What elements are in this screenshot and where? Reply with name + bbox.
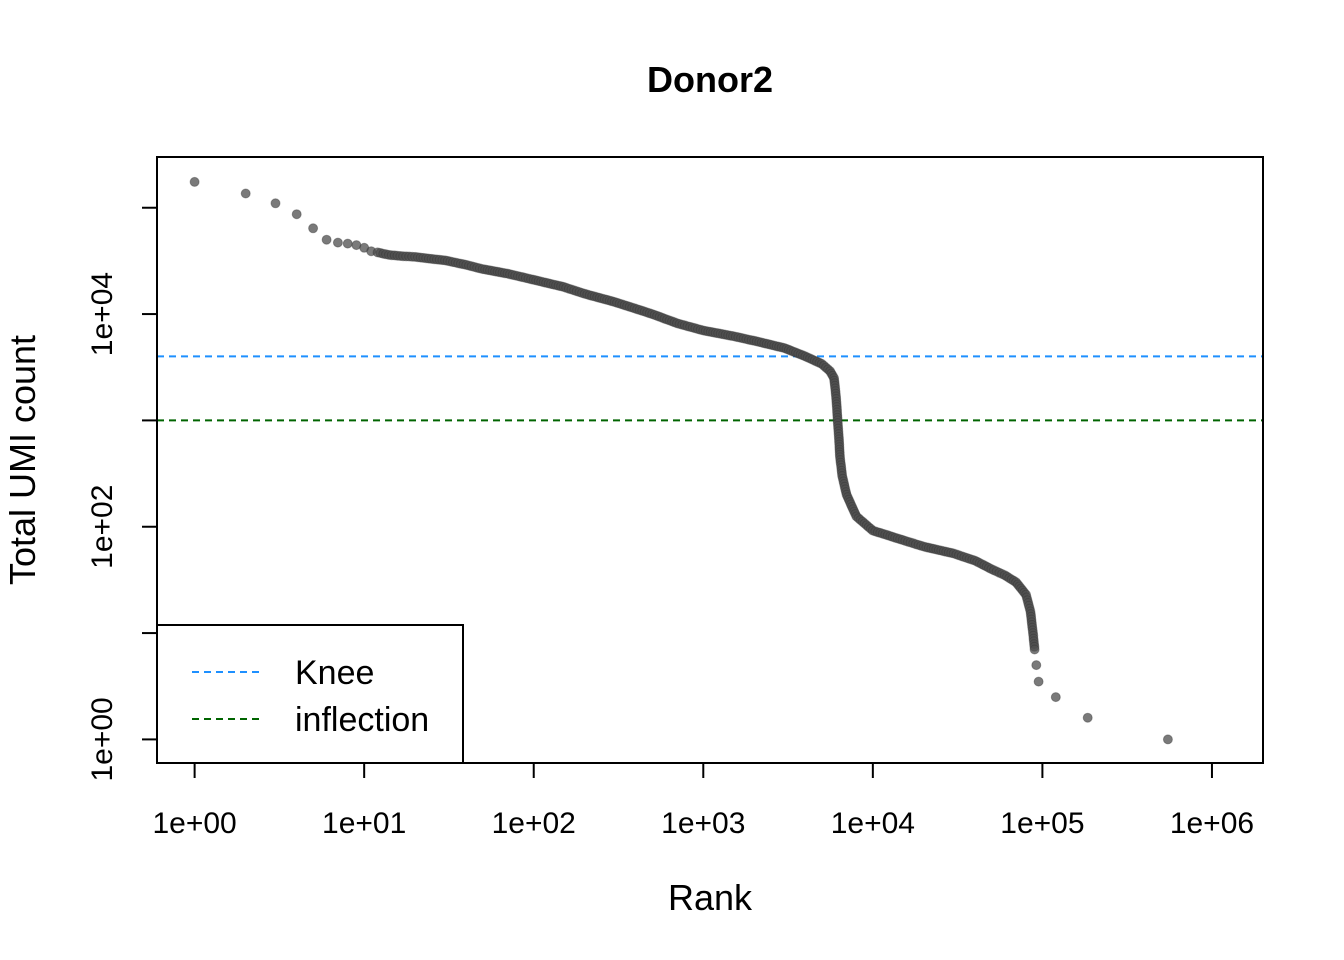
x-tick-label: 1e+01 (322, 807, 406, 840)
y-tick-label: 1e+02 (86, 485, 119, 569)
data-point (1029, 644, 1040, 655)
legend: Knee inflection (156, 624, 464, 764)
x-tick-label: 1e+00 (152, 807, 236, 840)
data-point (1162, 734, 1173, 745)
legend-box (156, 624, 464, 764)
data-point (308, 223, 319, 234)
x-tick-label: 1e+02 (492, 807, 576, 840)
y-axis: 1e+00 1e+02 1e+04 (86, 206, 158, 782)
legend-label-knee: Knee (295, 654, 374, 692)
x-tick-label: 1e+06 (1170, 807, 1254, 840)
data-point (1082, 712, 1093, 723)
data-point (332, 237, 343, 248)
data-point (1033, 676, 1044, 687)
x-tick-label: 1e+04 (831, 807, 915, 840)
y-tick-label: 1e+04 (86, 272, 119, 356)
reference-lines (157, 355, 1263, 422)
data-point (342, 238, 353, 249)
y-tick-label: 1e+00 (86, 697, 119, 781)
data-point (1031, 660, 1042, 671)
data-point (189, 176, 200, 187)
x-tick-label: 1e+03 (661, 807, 745, 840)
legend-label-inflection: inflection (295, 701, 429, 739)
y-axis-title: Total UMI count (2, 335, 43, 585)
data-point (321, 234, 332, 245)
data-point (240, 188, 251, 199)
chart-title: Donor2 (647, 59, 773, 100)
data-point (1050, 692, 1061, 703)
x-tick-label: 1e+05 (1000, 807, 1084, 840)
data-points (189, 176, 1173, 745)
x-axis: 1e+00 1e+01 1e+02 1e+03 1e+04 1e+05 1e+06 (152, 762, 1254, 840)
data-point (270, 198, 281, 209)
data-point (291, 209, 302, 220)
x-axis-title: Rank (668, 877, 753, 918)
